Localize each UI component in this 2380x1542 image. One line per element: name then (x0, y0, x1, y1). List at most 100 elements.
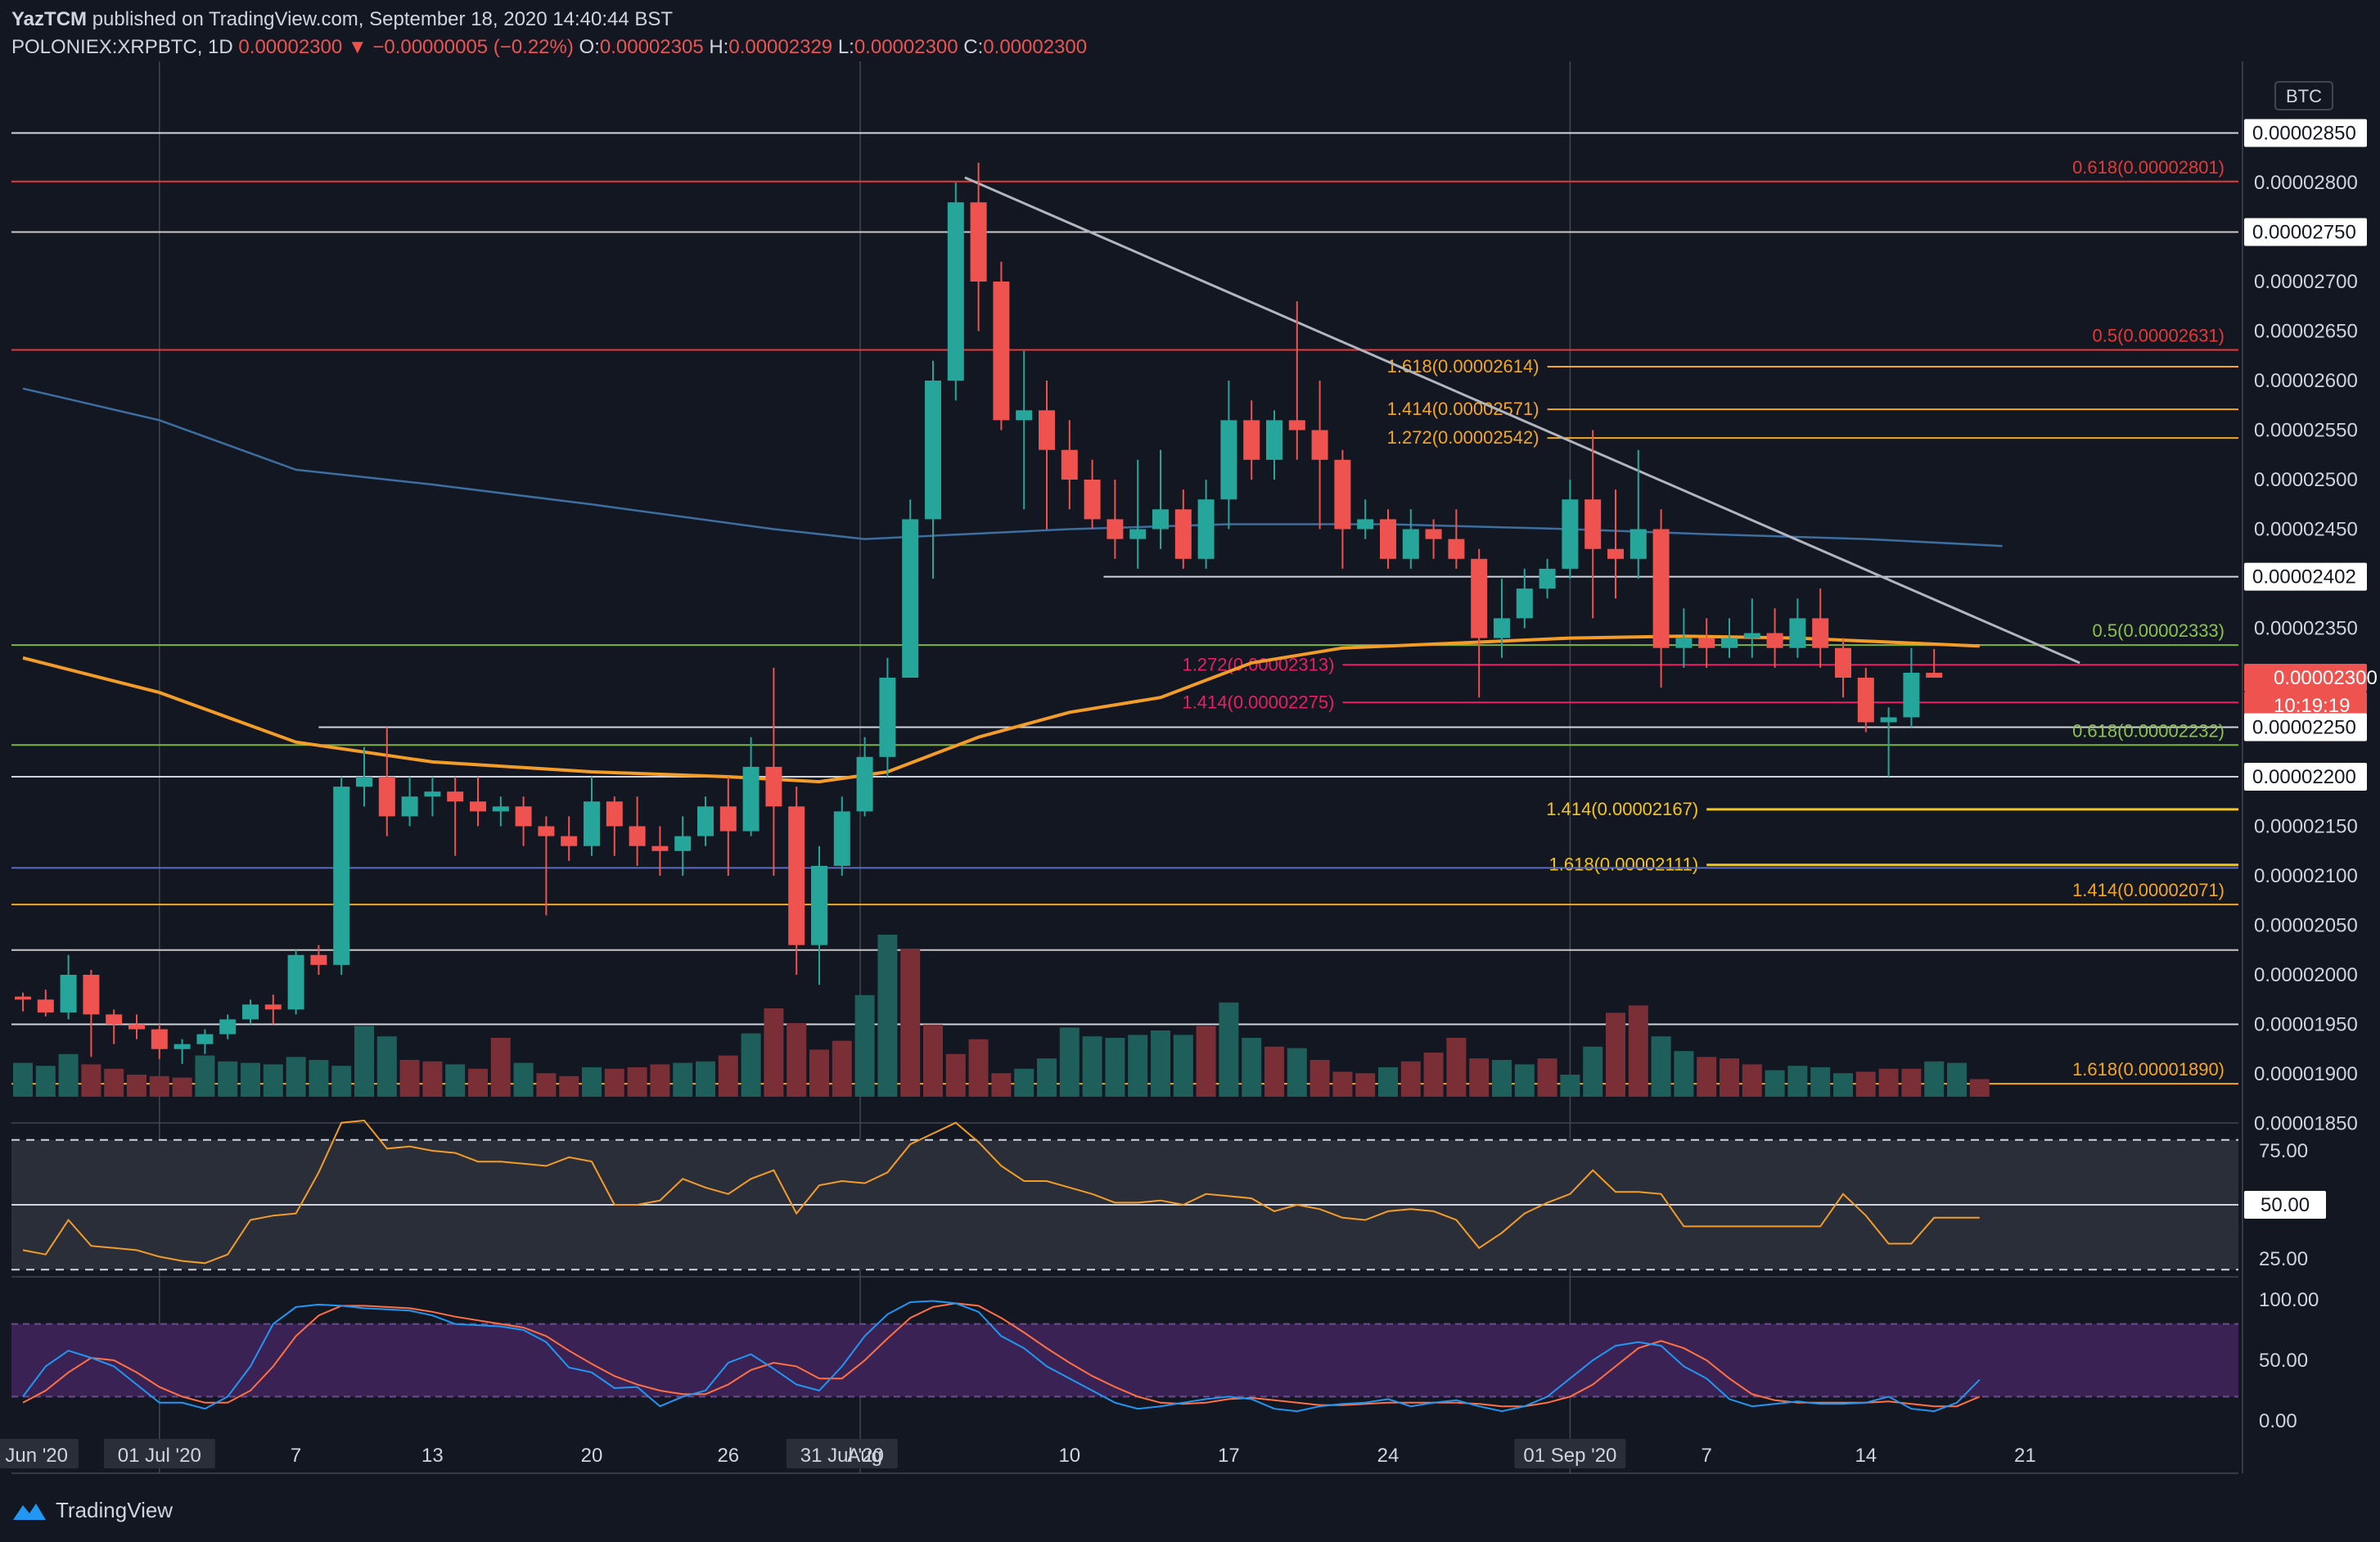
candle-body (60, 975, 77, 1012)
ma200-line (22, 387, 2003, 548)
volume-bar (263, 1064, 283, 1097)
candle-body (219, 1019, 237, 1035)
candle-body (584, 801, 600, 846)
volume-bar (673, 1062, 693, 1097)
price-tick-label: 0.00002350 (2254, 618, 2358, 640)
candle-body (264, 1004, 282, 1010)
author-name[interactable]: YazTCM (11, 8, 88, 30)
candle-body (856, 756, 873, 812)
volume-bar (832, 1040, 852, 1097)
high-value: 0.00002329 (728, 36, 833, 58)
time-tick-label: 14 (1855, 1445, 1877, 1467)
volume-bar (1651, 1036, 1671, 1097)
volume-bar (399, 1060, 420, 1097)
volume-bar (1628, 1005, 1648, 1097)
volume-bar (1219, 1002, 1239, 1097)
volume-bar (559, 1075, 579, 1097)
candle-body (1652, 529, 1670, 648)
brand-name: TradingView (56, 1498, 174, 1522)
volume-bar (854, 994, 875, 1097)
volume-bar (1196, 1026, 1216, 1097)
volume-bar (718, 1055, 738, 1097)
stoch-tick-label: 50.00 (2259, 1350, 2308, 1372)
symbol-label[interactable]: POLONIEX:XRPBTC, 1D (11, 36, 233, 58)
volume-bar (1128, 1035, 1148, 1097)
candle-body (1152, 509, 1169, 530)
volume-bar (1105, 1038, 1125, 1097)
volume-bar (809, 1049, 829, 1097)
volume-bar (696, 1061, 715, 1097)
volume-bar (13, 1062, 33, 1097)
price-box-label: 10:19:19 (2274, 695, 2350, 717)
candle-body (1402, 529, 1419, 559)
candle-body (287, 954, 304, 1010)
candle-body (947, 202, 964, 381)
volume-bar (286, 1057, 306, 1097)
candle-body (925, 381, 941, 520)
price-tick-label: 0.00001900 (2254, 1063, 2358, 1085)
candle-body (1380, 519, 1396, 559)
candle-body (538, 826, 555, 836)
open-value: 0.00002305 (599, 36, 704, 58)
level-label: 0.618(0.00002801) (2072, 157, 2224, 178)
candle-body (1698, 638, 1715, 648)
candle-body (1197, 499, 1215, 559)
price-box (2244, 562, 2367, 591)
volume-bar (650, 1064, 670, 1097)
volume-bar (104, 1068, 124, 1097)
price-box (2244, 691, 2367, 719)
volume-bar (445, 1064, 466, 1097)
candle-body (1107, 519, 1124, 539)
candle-body (1039, 410, 1055, 450)
candle-body (742, 766, 760, 832)
time-tick-label: 01 Jun '20 (0, 1445, 68, 1467)
volume-bar (127, 1075, 146, 1097)
level-label: 1.272(0.00002542) (1387, 427, 1539, 448)
tradingview-brand[interactable]: TradingView (11, 1498, 173, 1523)
volume-bar (1514, 1064, 1535, 1097)
volume-bar (787, 1023, 807, 1097)
price-tick-label: 0.00002500 (2254, 469, 2358, 491)
candle-body (811, 865, 827, 945)
volume-bar (923, 1024, 943, 1097)
time-tick-label: 7 (1702, 1445, 1712, 1467)
volume-bar (490, 1038, 511, 1097)
time-label-box (786, 1439, 898, 1468)
candle-body (1675, 638, 1693, 648)
volume-bar (195, 1055, 215, 1097)
time-tick-label: 26 (717, 1445, 739, 1467)
volume-bar (1833, 1073, 1853, 1097)
volume-bar (1969, 1079, 1990, 1097)
price-tick-label: 0.00002000 (2254, 964, 2358, 986)
price-tick-label: 0.00002450 (2254, 519, 2358, 541)
volume-bar (58, 1053, 79, 1097)
price-tick-label: 0.00002550 (2254, 420, 2358, 442)
time-label-box (0, 1439, 79, 1468)
price-box-label: 0.00002850 (2252, 123, 2356, 145)
time-tick-label: 10 (1058, 1445, 1080, 1467)
volume-bar (172, 1077, 192, 1097)
price-box-label: 0.00002200 (2252, 766, 2356, 788)
volume-bar (1606, 1012, 1625, 1097)
candle-body (378, 777, 395, 817)
candle-body (1835, 647, 1851, 678)
close-value: 0.00002300 (983, 36, 1088, 58)
volume-bar (376, 1036, 397, 1097)
candle-body (356, 777, 372, 787)
volume-bar (1242, 1038, 1262, 1097)
candle-body (629, 826, 646, 846)
volume-bar (582, 1067, 602, 1097)
publish-line: YazTCM published on TradingView.com, Sep… (11, 8, 673, 31)
volume-bar (1697, 1057, 1717, 1097)
candle-body (1334, 459, 1351, 530)
descending-trendline (964, 176, 2080, 665)
level-label: 1.618(0.00002111) (1549, 854, 1699, 875)
price-tick-label: 0.00002600 (2254, 370, 2358, 392)
close-label: C: (963, 36, 984, 58)
level-label: 1.414(0.00002071) (2072, 880, 2224, 900)
volume-bar (1355, 1073, 1376, 1097)
candle-body (1743, 633, 1760, 638)
level-label: 1.618(0.00001890) (2072, 1059, 2224, 1080)
rsi-tick-label: 75.00 (2259, 1140, 2308, 1162)
